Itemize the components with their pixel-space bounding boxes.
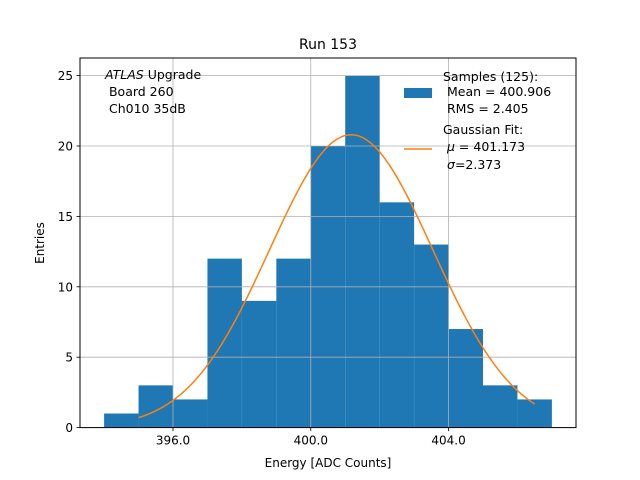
svg-text:ATLAS Upgrade: ATLAS Upgrade — [104, 67, 201, 82]
svg-text:μ = 401.173: μ = 401.173 — [446, 139, 525, 154]
atlas-label: ATLAS — [104, 67, 144, 82]
histogram-bar — [276, 258, 311, 428]
legend-mu-value: = 401.173 — [455, 139, 525, 154]
histogram-bar — [207, 258, 242, 428]
y-tick-label: 0 — [65, 421, 73, 435]
histogram-bar — [414, 244, 449, 428]
legend-sigma-symbol: σ — [447, 157, 456, 172]
y-tick-label: 15 — [58, 210, 73, 224]
y-axis-label: Entries — [33, 222, 47, 264]
x-axis-label: Energy [ADC Counts] — [265, 456, 392, 470]
y-ticks-group: 0 5 10 15 20 25 — [58, 69, 80, 435]
x-tick-label: 400.0 — [294, 434, 328, 448]
y-tick-label: 10 — [58, 280, 73, 294]
y-tick-label: 5 — [65, 351, 73, 365]
histogram-bar — [241, 300, 277, 428]
gaussian-fit-curve — [138, 134, 536, 419]
legend-rms: RMS = 2.405 — [443, 101, 529, 116]
x-ticks-group: 396.0 400.0 404.0 — [156, 427, 466, 448]
histogram-bar — [173, 399, 208, 428]
svg-text:σ=2.373: σ=2.373 — [447, 157, 501, 172]
y-tick-label: 25 — [58, 69, 73, 83]
legend-samples: Samples (125): — [443, 69, 538, 84]
board-label: Board 260 — [105, 84, 174, 99]
legend-fit-title: Gaussian Fit: — [443, 122, 523, 137]
histogram-bar — [379, 202, 415, 428]
histogram-bar — [517, 399, 552, 428]
channel-label: Ch010 35dB — [105, 101, 186, 116]
histogram-bar — [345, 75, 380, 428]
atlas-annotation: ATLAS Upgrade Board 260 Ch010 35dB — [104, 67, 201, 116]
x-tick-label: 404.0 — [431, 434, 465, 448]
axes-frame — [79, 57, 577, 429]
histogram-bar — [448, 329, 483, 428]
legend-sigma-value: =2.373 — [455, 157, 501, 172]
legend: Samples (125): Mean = 400.906 RMS = 2.40… — [404, 69, 551, 172]
chart-title: Run 153 — [299, 37, 357, 53]
histogram-bar — [483, 385, 518, 428]
legend-mean: Mean = 400.906 — [443, 84, 551, 99]
histogram-bar — [138, 385, 173, 428]
y-tick-label: 20 — [58, 140, 73, 154]
legend-mu-symbol: μ — [446, 139, 455, 154]
legend-hist-swatch — [404, 88, 432, 98]
upgrade-label: Upgrade — [144, 67, 202, 82]
histogram-bar — [104, 413, 139, 428]
x-tick-label: 396.0 — [156, 434, 190, 448]
